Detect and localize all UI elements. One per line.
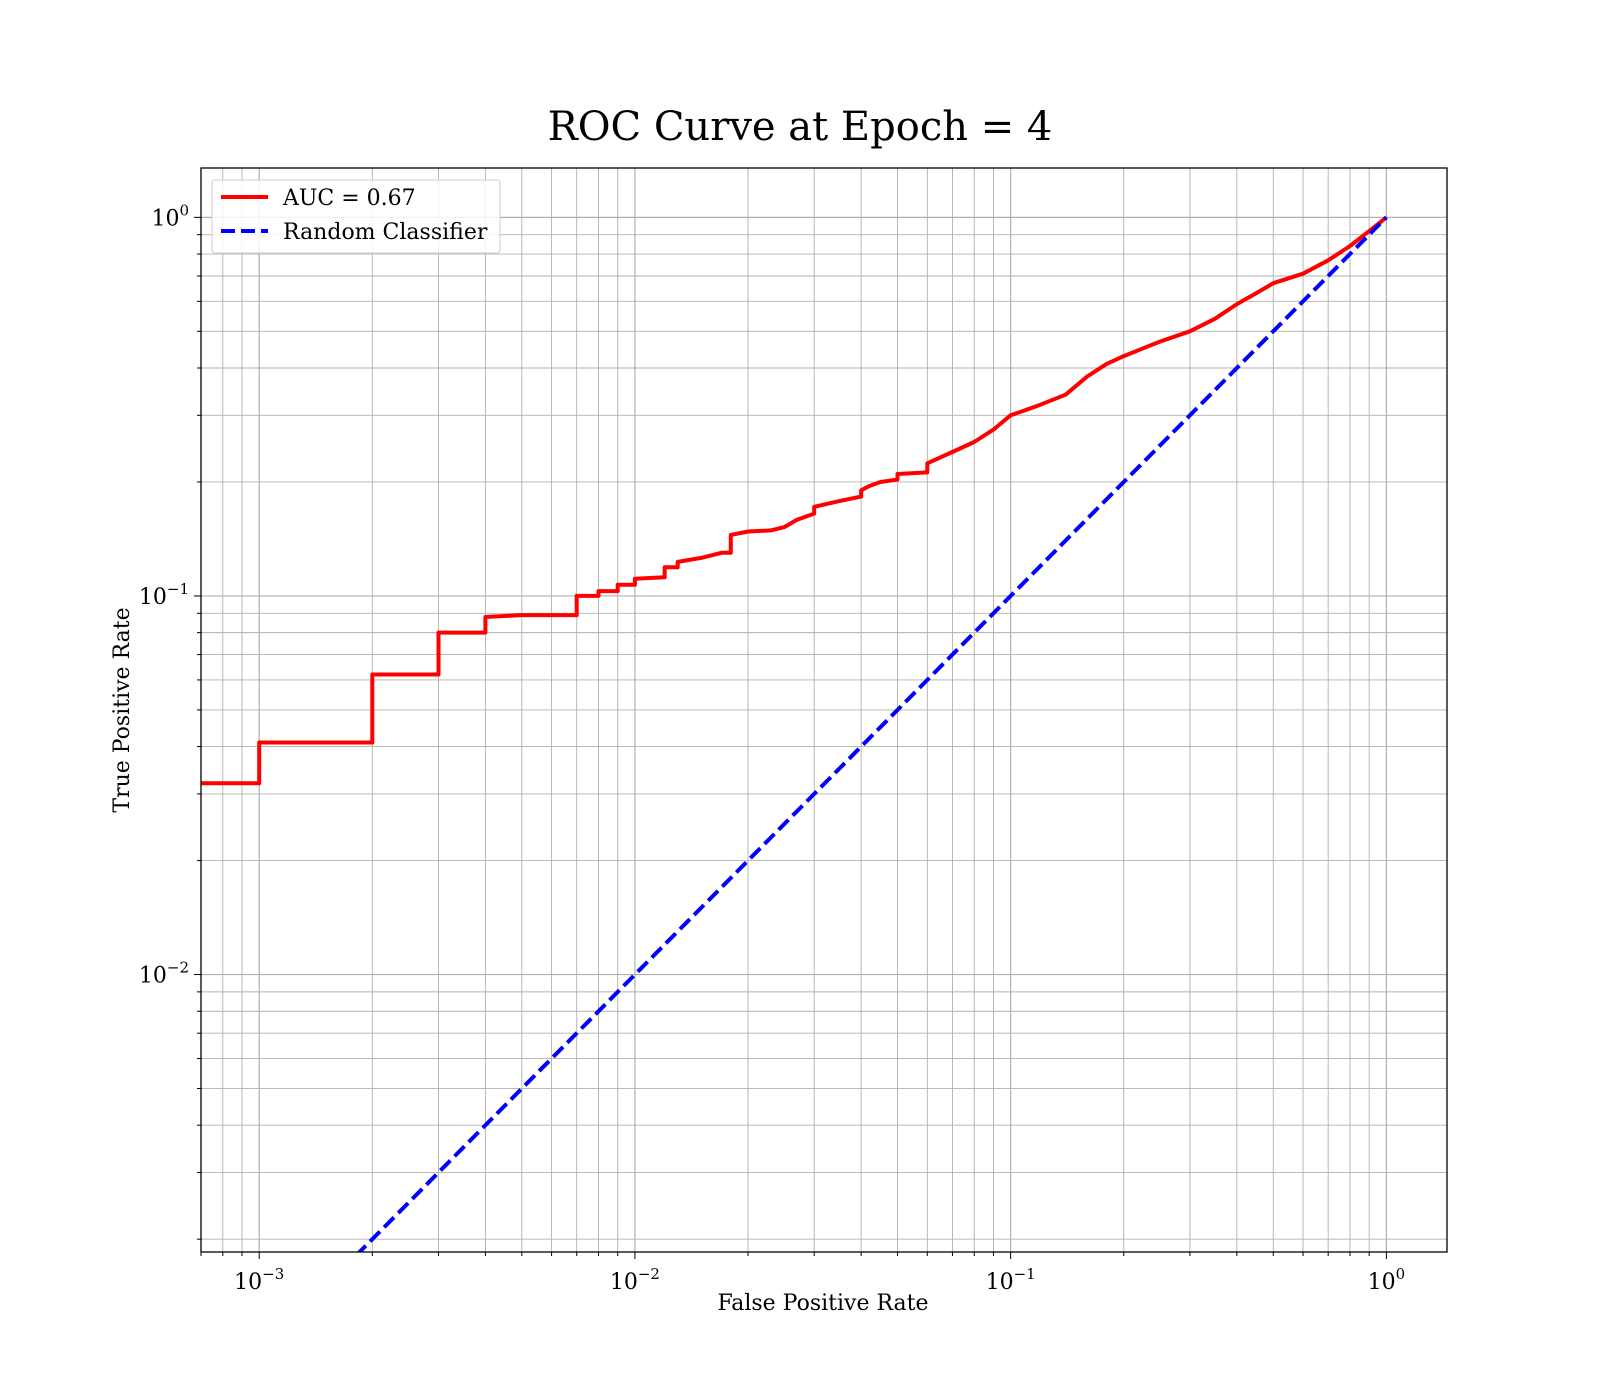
x-tick-label: 10−2 — [610, 1265, 660, 1295]
plot-area — [201, 215, 1388, 1252]
x-tick-label: 100 — [1368, 1265, 1406, 1295]
y-tick-label: 100 — [151, 201, 189, 231]
x-tick-label: 10−1 — [986, 1265, 1036, 1295]
y-tick-label: 10−1 — [139, 580, 189, 610]
x-tick-labels: 10−3 10−2 10−1 100 — [234, 1265, 1405, 1295]
axis-ticks — [194, 216, 1387, 1259]
y-tick-label: 10−2 — [139, 959, 189, 989]
y-tick-labels: 10−2 10−1 100 — [139, 201, 189, 988]
legend-box — [211, 179, 501, 254]
x-tick-label: 10−3 — [234, 1265, 284, 1295]
roc-curve-line — [201, 215, 1388, 786]
legend-label-roc: AUC = 0.67 — [282, 186, 416, 211]
legend-label-random: Random Classifier — [283, 220, 488, 245]
y-axis-label: True Positive Rate — [110, 607, 135, 812]
x-axis-label: False Positive Rate — [717, 1291, 928, 1316]
random-classifier-line — [356, 215, 1388, 1252]
grid-lines — [200, 168, 1447, 1252]
legend: AUC = 0.67 Random Classifier — [211, 179, 501, 254]
chart-title: ROC Curve at Epoch = 4 — [548, 104, 1053, 150]
